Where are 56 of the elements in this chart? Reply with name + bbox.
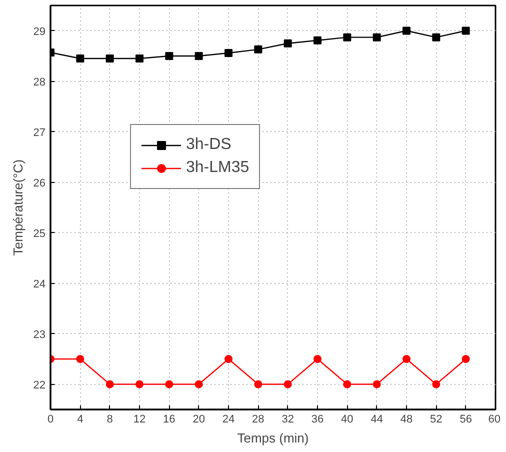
y-tick-label: 28 [33,76,46,88]
point [76,54,84,63]
point [372,380,381,388]
point [343,33,352,42]
point [76,355,84,363]
legend-label: 3h-DS [186,136,232,154]
y-axis-title: Température(°C) [10,159,26,256]
x-tick-label: 48 [400,414,413,426]
y-tick-label: 24 [33,278,46,290]
x-tick-label: 24 [222,414,235,426]
legend-label: 3h-LM35 [186,159,250,177]
x-axis-title: Temps (min) [237,430,309,446]
point [106,54,114,63]
point [165,52,174,60]
y-tick-label: 26 [33,177,46,190]
point [343,380,352,388]
y-tick-label: 29 [33,26,46,38]
y-tick-label: 23 [33,328,46,341]
x-tick-label: 28 [252,414,264,426]
x-tick-label: 12 [133,414,146,426]
x-tick-label: 56 [460,414,472,426]
point [194,52,203,60]
point [402,355,410,363]
point [314,355,322,363]
point [314,36,322,44]
x-tick-label: 36 [311,414,324,426]
point [284,380,292,388]
point [254,45,262,54]
x-tick-label: 52 [430,414,442,426]
point [254,380,262,388]
point [224,48,232,57]
x-tick-label: 20 [192,414,205,426]
x-tick-label: 32 [282,414,294,426]
point [462,355,470,363]
x-tick-label: 0 [47,414,54,426]
y-tick-label: 22 [33,379,46,392]
point [284,39,292,48]
point [106,380,114,388]
point [372,33,381,42]
point [136,54,144,63]
point [224,355,232,363]
x-tick-label: 40 [341,414,354,426]
y-tick-label: 27 [33,126,46,139]
x-tick-label: 16 [163,414,176,426]
point [432,33,440,42]
x-tick-label: 60 [488,414,501,426]
point [136,380,144,388]
point [432,380,440,388]
x-tick-label: 8 [106,414,113,426]
x-tick-label: 44 [370,414,383,426]
point [462,26,470,35]
point [402,26,410,35]
point [165,380,174,388]
x-tick-label: 4 [77,414,84,426]
point [194,380,203,388]
y-tick-label: 25 [33,228,46,240]
